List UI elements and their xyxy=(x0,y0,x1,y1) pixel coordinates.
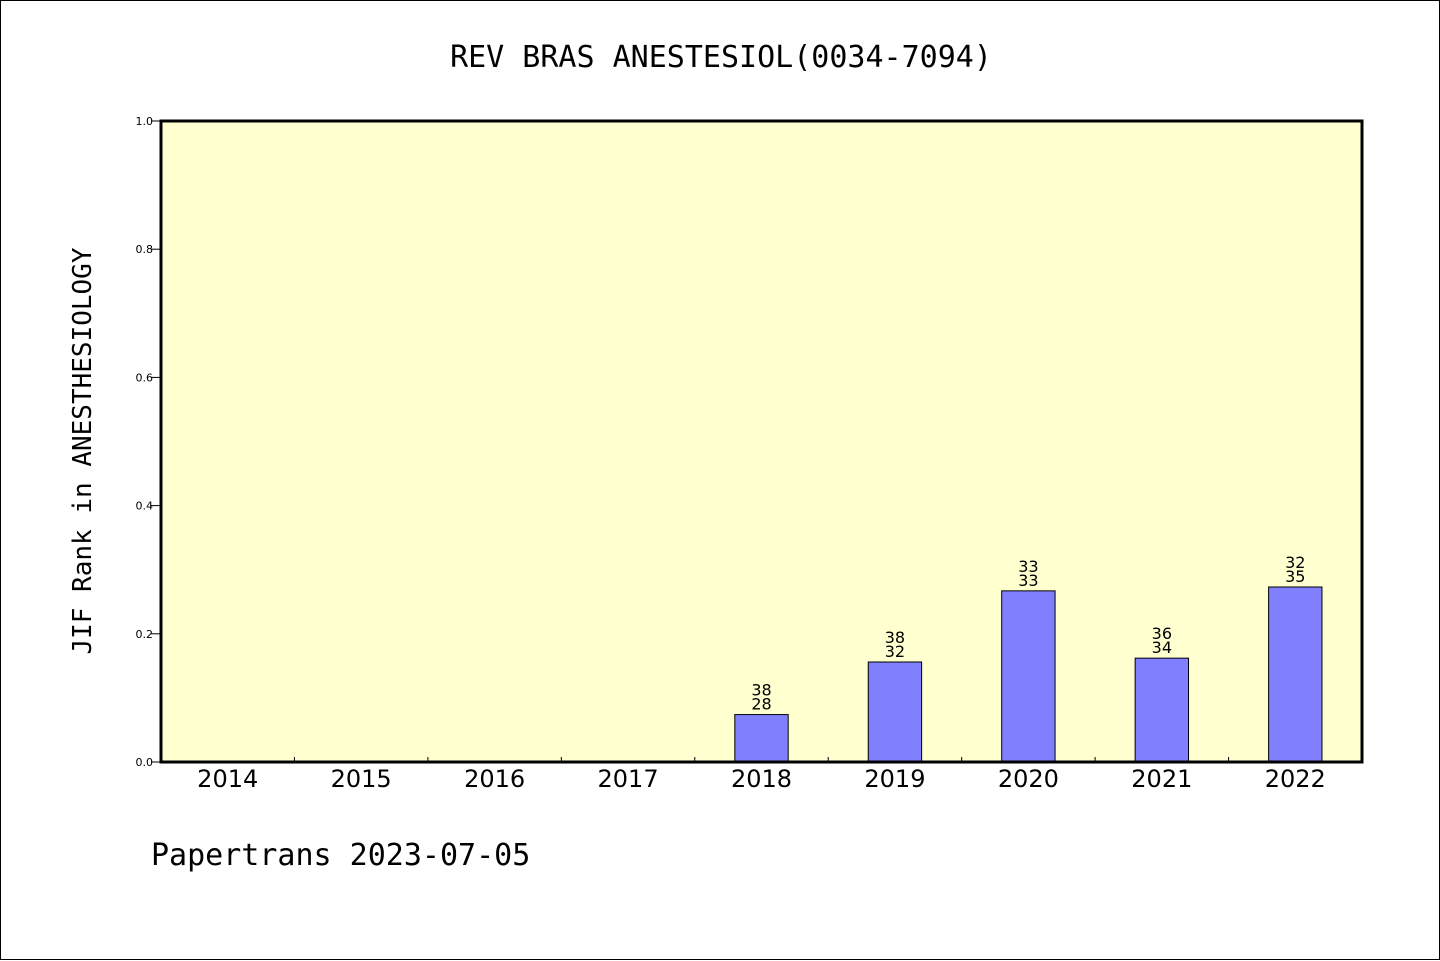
x-axis-ticks: 2014 2015 2016 2017 2018 2019 2020 2021 2022 xyxy=(197,757,1326,793)
y-tick-label: 1.0 xyxy=(136,115,154,128)
bar-2018 xyxy=(734,714,789,763)
bar-2019 xyxy=(867,661,923,763)
bar-label-bottom-2021: 34 xyxy=(1152,638,1172,657)
x-tick-label-2014: 2014 xyxy=(197,765,258,793)
plot-area xyxy=(161,121,1362,762)
x-tick-label-2016: 2016 xyxy=(464,765,525,793)
y-tick-label: 0.4 xyxy=(136,500,154,513)
bars-group xyxy=(734,586,1323,763)
y-tick-label: 0.8 xyxy=(136,243,154,256)
x-tick-label-2022: 2022 xyxy=(1265,765,1326,793)
footer-credit: Papertrans 2023-07-05 xyxy=(151,838,530,873)
bar-label-top-2019: 38 xyxy=(885,628,905,647)
x-tick-label-2015: 2015 xyxy=(331,765,392,793)
x-tick-label-2021: 2021 xyxy=(1131,765,1192,793)
y-tick-label: 0.2 xyxy=(136,628,154,641)
bar-label-top-2020: 33 xyxy=(1018,557,1038,576)
bar-label-bottom-2022: 35 xyxy=(1285,567,1305,586)
y-tick-label: 0.6 xyxy=(136,371,154,384)
bar-label-top-2018: 38 xyxy=(751,681,771,700)
y-axis-ticks: 0.0 0.2 0.4 0.6 0.8 1.0 xyxy=(136,115,161,769)
bar-label-bottom-2018: 28 xyxy=(751,695,771,714)
x-tick-label-2019: 2019 xyxy=(864,765,925,793)
bar-2020 xyxy=(1001,590,1056,763)
x-tick-label-2018: 2018 xyxy=(731,765,792,793)
x-tick-label-2017: 2017 xyxy=(598,765,659,793)
bar-label-bottom-2019: 32 xyxy=(885,642,905,661)
bar-label-top-2022: 32 xyxy=(1285,553,1305,572)
y-tick-label: 0.0 xyxy=(136,756,154,769)
plot-border xyxy=(159,119,1364,764)
bar-2022 xyxy=(1268,586,1323,763)
chart-title: REV BRAS ANESTESIOL(0034-7094) xyxy=(450,40,992,75)
bar-2021 xyxy=(1134,657,1190,763)
y-axis-label: JIF Rank in ANESTHESIOLOGY xyxy=(68,247,98,654)
bar-label-top-2021: 36 xyxy=(1152,624,1172,643)
bar-label-bottom-2020: 33 xyxy=(1018,571,1038,590)
x-tick-label-2020: 2020 xyxy=(998,765,1059,793)
